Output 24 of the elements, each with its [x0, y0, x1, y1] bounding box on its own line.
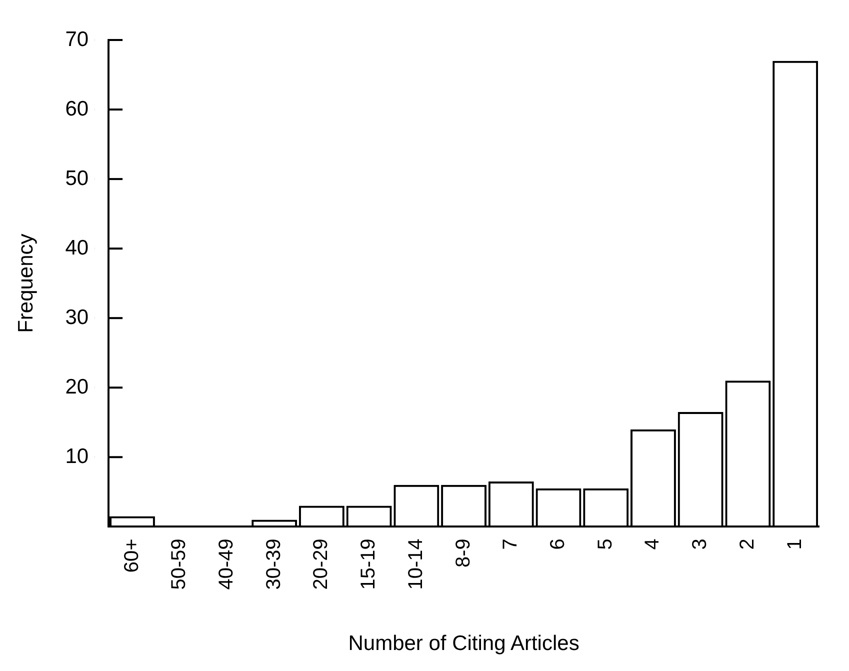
x-tick-label: 40-49: [215, 538, 238, 590]
x-tick-label: 30-39: [262, 538, 285, 590]
x-tick-label: 15-19: [358, 538, 380, 590]
y-axis-title: Frequency: [14, 233, 38, 333]
y-tick-label: 30: [65, 306, 89, 329]
y-tick-label: 10: [65, 444, 89, 468]
y-tick-label: 50: [65, 166, 89, 190]
x-tick-label: 3: [689, 538, 712, 550]
x-tick-label: 20-29: [310, 538, 332, 590]
y-tick-label: 60: [65, 97, 89, 120]
y-tick-label: 40: [65, 236, 89, 260]
x-tick-label: 2: [736, 538, 758, 550]
x-tick-label: 6: [547, 538, 570, 550]
y-tick-label: 70: [65, 28, 89, 51]
x-tick-label: 50-59: [168, 538, 190, 590]
y-tick-label: 20: [65, 375, 89, 398]
x-tick-label: 60+: [120, 538, 143, 573]
x-tick-label: 7: [500, 538, 522, 550]
x-tick-label: 4: [642, 538, 664, 550]
x-tick-label: 8-9: [452, 538, 474, 568]
x-tick-label: 5: [594, 538, 616, 550]
x-axis-title: Number of Citing Articles: [348, 632, 580, 656]
x-tick-label: 1: [784, 538, 806, 550]
x-tick-label: 10-14: [404, 538, 427, 590]
